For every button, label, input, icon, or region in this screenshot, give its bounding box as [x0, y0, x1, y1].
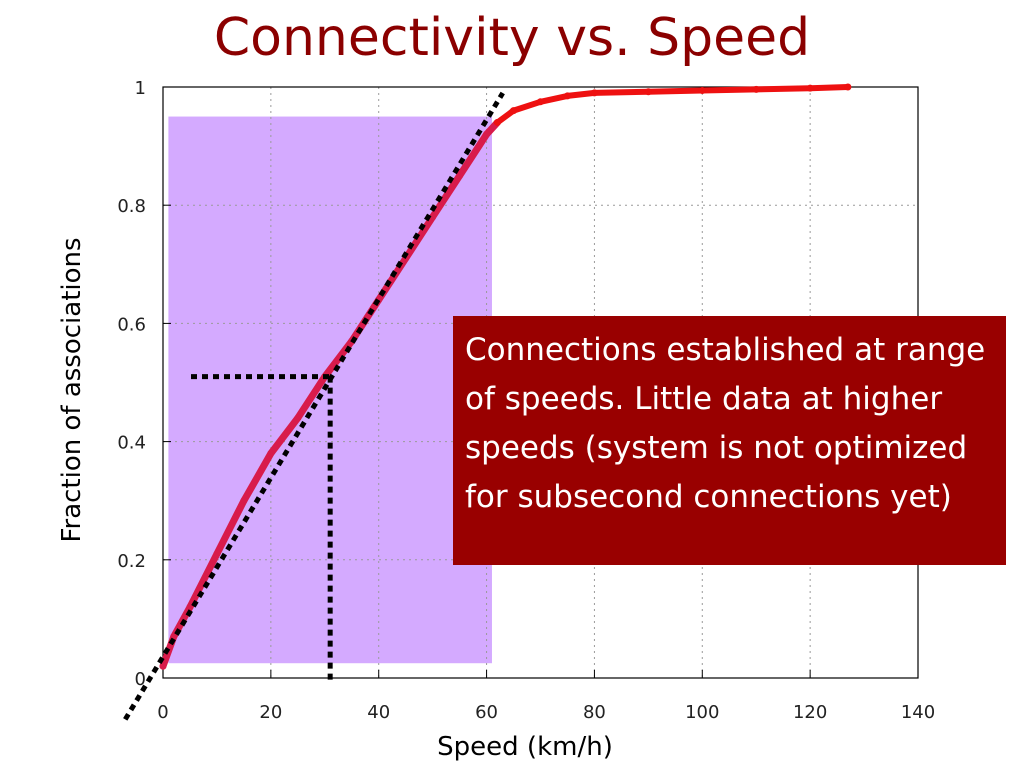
data-point [510, 107, 518, 115]
y-tick-label: 1 [135, 78, 146, 99]
data-point [563, 92, 571, 100]
data-point [493, 118, 501, 126]
x-tick-label: 0 [157, 702, 168, 723]
data-point [844, 83, 852, 91]
data-point [159, 662, 167, 670]
x-tick-label: 100 [685, 702, 719, 723]
data-point [806, 84, 814, 92]
data-point [240, 497, 248, 505]
data-point [186, 603, 194, 611]
x-tick-label: 60 [475, 702, 498, 723]
x-tick-label: 20 [259, 702, 282, 723]
cdf-curve-upper [494, 84, 851, 126]
data-point [644, 88, 652, 96]
data-point [213, 550, 221, 558]
fit-line [123, 91, 505, 721]
y-tick-label: 0.6 [117, 314, 146, 335]
data-point [294, 414, 302, 422]
callout-box: Connections established at range of spee… [453, 316, 1006, 565]
data-point [483, 130, 491, 138]
y-tick-label: 0.8 [117, 196, 146, 217]
data-point [429, 213, 437, 221]
x-tick-label: 140 [901, 702, 935, 723]
y-tick-label: 0.2 [117, 551, 146, 572]
slide-title: Connectivity vs. Speed [213, 8, 811, 68]
data-point [698, 87, 706, 95]
y-tick-label: 0.4 [117, 433, 146, 454]
data-point [590, 89, 598, 97]
data-point [267, 449, 275, 457]
x-tick-label: 40 [367, 702, 390, 723]
x-tick-label: 120 [793, 702, 827, 723]
x-tick-label: 80 [583, 702, 606, 723]
y-tick-label: 0 [135, 669, 146, 690]
data-point [752, 85, 760, 93]
data-point [537, 98, 544, 106]
data-point [456, 172, 464, 180]
y-axis-title: Fraction of associations [57, 237, 87, 542]
x-axis-title: Speed (km/h) [437, 732, 613, 762]
